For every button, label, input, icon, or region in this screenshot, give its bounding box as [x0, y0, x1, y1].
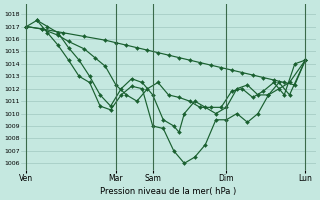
X-axis label: Pression niveau de la mer( hPa ): Pression niveau de la mer( hPa ) — [100, 187, 236, 196]
